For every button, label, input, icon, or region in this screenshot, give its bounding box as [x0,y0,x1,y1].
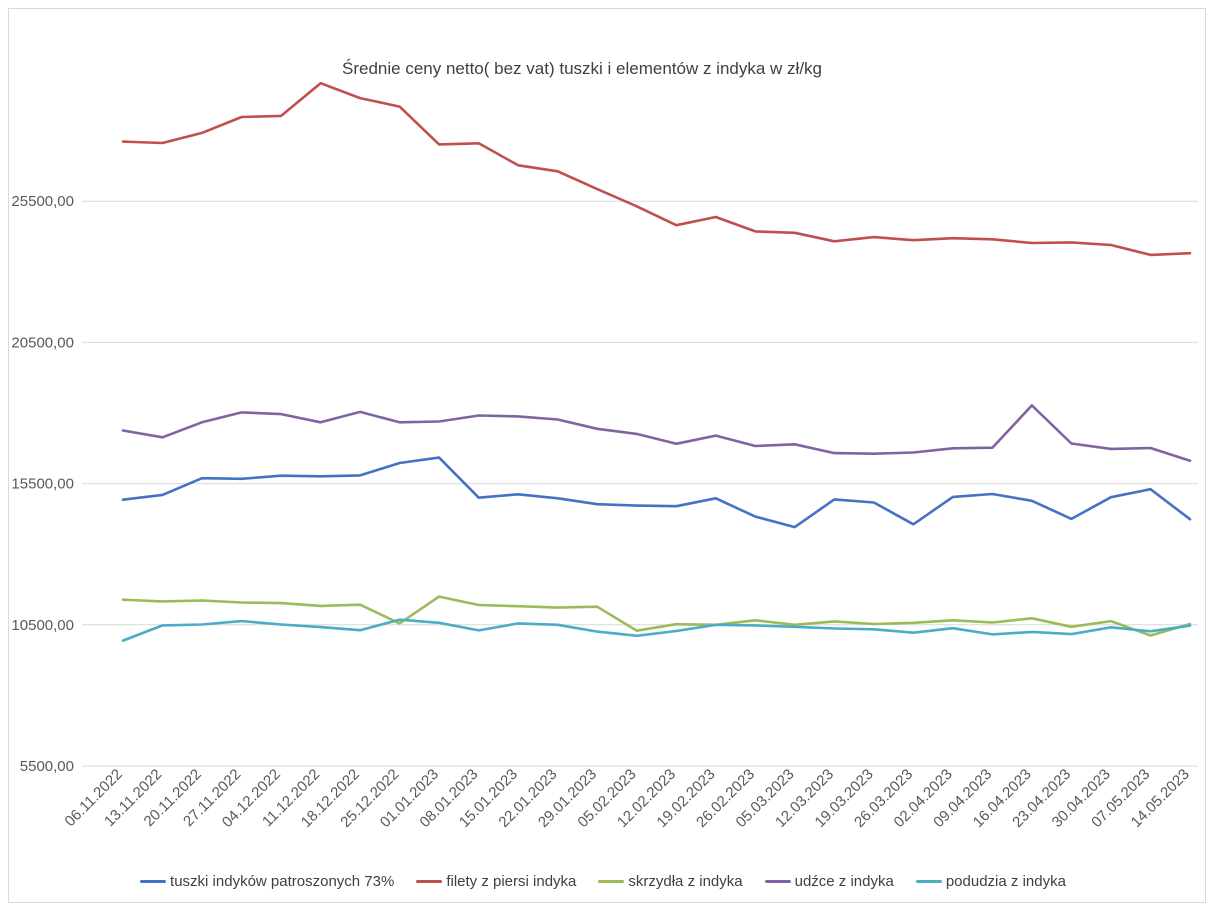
legend-swatch [764,880,791,883]
y-tick-label: 10500,00 [11,617,74,634]
legend-item: tuszki indyków patroszonych 73% [140,873,394,890]
x-axis-tick-labels: 06.11.202213.11.202220.11.202227.11.2022… [62,766,1193,831]
legend-label: skrzydła z indyka [628,873,743,890]
legend-swatch [598,880,625,883]
y-tick-label: 5500,00 [20,758,74,775]
series-line [121,404,1192,463]
gridlines [82,200,1198,767]
chart-legend: tuszki indyków patroszonych 73% filety z … [0,873,1206,890]
chart-frame [8,8,1206,903]
legend-swatch [915,880,942,883]
y-axis-tick-labels: 5500,00 10500,00 15500,00 20500,00 25500,00 [11,193,74,775]
legend-label: podudzia z indyka [945,873,1066,890]
y-tick-label: 25500,00 [11,193,74,210]
legend-label: udźce z indyka [794,873,894,890]
legend-item: filety z piersi indyka [416,873,576,890]
legend-swatch [416,880,443,883]
series-line [121,456,1192,529]
series-line [121,81,1192,257]
legend-swatch [140,880,167,883]
legend-item: podudzia z indyka [915,873,1066,890]
series-lines [121,81,1192,642]
legend-item: skrzydła z indyka [598,873,743,890]
legend-item: udźce z indyka [764,873,894,890]
y-tick-label: 15500,00 [11,476,74,493]
legend-label: filety z piersi indyka [446,873,577,890]
y-tick-label: 20500,00 [11,334,74,351]
series-line [121,595,1192,637]
legend-label: tuszki indyków patroszonych 73% [170,873,395,890]
chart-title: Średnie ceny netto( bez vat) tuszki i el… [342,59,822,78]
series-line [121,618,1192,642]
